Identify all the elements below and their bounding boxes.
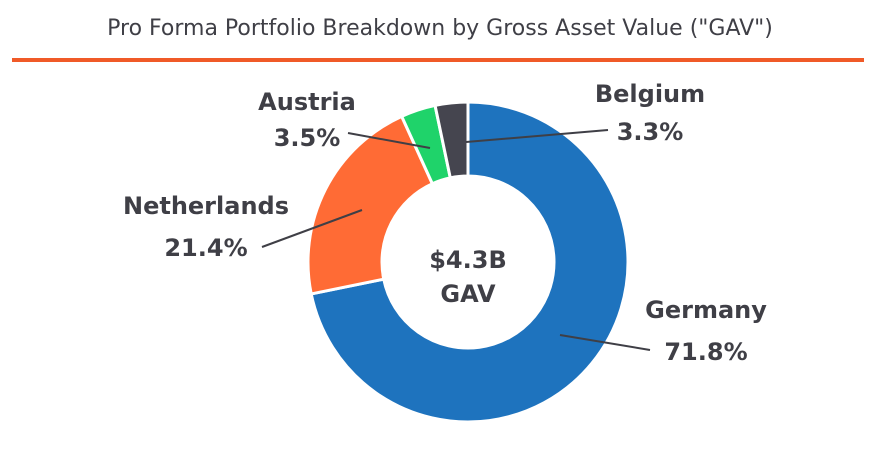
center-unit: GAV (440, 280, 496, 308)
leader-lines-group (261, 129, 651, 351)
slice-label-belgium: Belgium (595, 80, 705, 108)
slice-value-belgium: 3.3% (617, 118, 684, 146)
slice-value-germany: 71.8% (664, 338, 747, 366)
leader-line-germany (559, 334, 651, 351)
chart-title: Pro Forma Portfolio Breakdown by Gross A… (107, 16, 773, 41)
slice-netherlands (306, 114, 434, 296)
title-rule (12, 58, 864, 62)
slice-belgium (433, 100, 470, 180)
slice-label-austria: Austria (258, 88, 356, 116)
leader-line-belgium (465, 129, 609, 143)
leader-line-austria (347, 132, 431, 149)
center-value: $4.3B (429, 246, 507, 274)
slice-label-germany: Germany (645, 296, 767, 324)
slice-value-netherlands: 21.4% (164, 234, 247, 262)
slice-germany (309, 100, 630, 424)
leader-line-netherlands (261, 209, 363, 248)
slice-label-netherlands: Netherlands (123, 192, 289, 220)
labels-group: Germany 71.8% Netherlands 21.4% Austria 3.5% B… (123, 80, 767, 366)
slices-group (306, 100, 630, 424)
slice-value-austria: 3.5% (274, 124, 341, 152)
